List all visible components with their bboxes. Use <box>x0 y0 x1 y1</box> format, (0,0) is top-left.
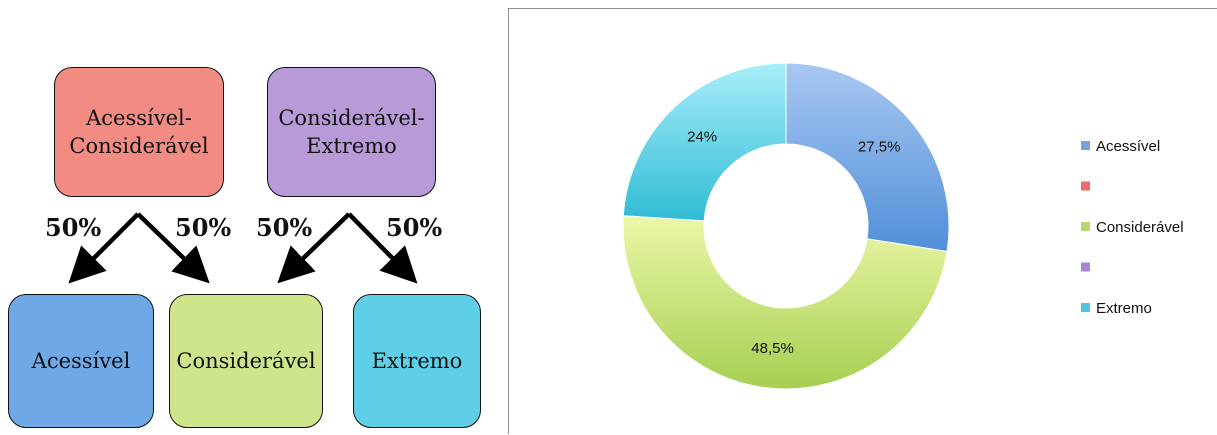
arrow-label-1: 50% <box>45 213 102 242</box>
chart-area: 27,5% 48,5% 24% Acessível Considerável Extre… <box>508 8 1217 434</box>
slice-label-acessível: 27,5% <box>858 138 901 155</box>
box-consideravel-extremo: Considerável-Extremo <box>267 67 436 197</box>
box-acessivel: Acessível <box>8 294 154 428</box>
legend-label-acessível: Acessível <box>1096 138 1160 155</box>
transition-diagram: Acessível-Considerável Considerável-Extr… <box>0 0 490 434</box>
arrow-tl-to-consideravel <box>136 212 210 284</box>
legend-swatch-4 <box>1081 303 1090 312</box>
box-acessivel-consideravel: Acessível-Considerável <box>54 67 224 197</box>
arrow-label-4: 50% <box>386 213 443 242</box>
chart-legend: Acessível Considerável Extremo <box>1081 138 1184 317</box>
legend-label-considerável: Considerável <box>1096 219 1184 236</box>
doughnut-chart: 27,5% 48,5% 24% Acessível Considerável Extre… <box>622 62 1184 390</box>
legend-swatch-3 <box>1081 262 1090 272</box>
slice-acessível <box>785 62 950 253</box>
slice-considerável <box>622 215 948 390</box>
legend-swatch-0 <box>1081 141 1090 150</box>
box-extremo: Extremo <box>353 294 481 428</box>
legend-swatch-1 <box>1081 181 1090 191</box>
slice-label-extremo: 24% <box>687 129 717 146</box>
legend-label-extremo: Extremo <box>1096 300 1152 317</box>
legend-swatch-2 <box>1081 222 1090 231</box>
arrow-label-2: 50% <box>175 213 232 242</box>
arrow-tr-to-consideravel <box>277 212 351 284</box>
slice-extremo <box>622 62 787 222</box>
arrow-label-3: 50% <box>256 213 313 242</box>
slice-label-considerável: 48,5% <box>751 340 794 357</box>
arrows <box>68 212 418 284</box>
arrow-tr-to-extremo <box>347 212 418 284</box>
box-consideravel: Considerável <box>169 294 323 428</box>
arrow-tl-to-acessivel <box>68 212 140 284</box>
